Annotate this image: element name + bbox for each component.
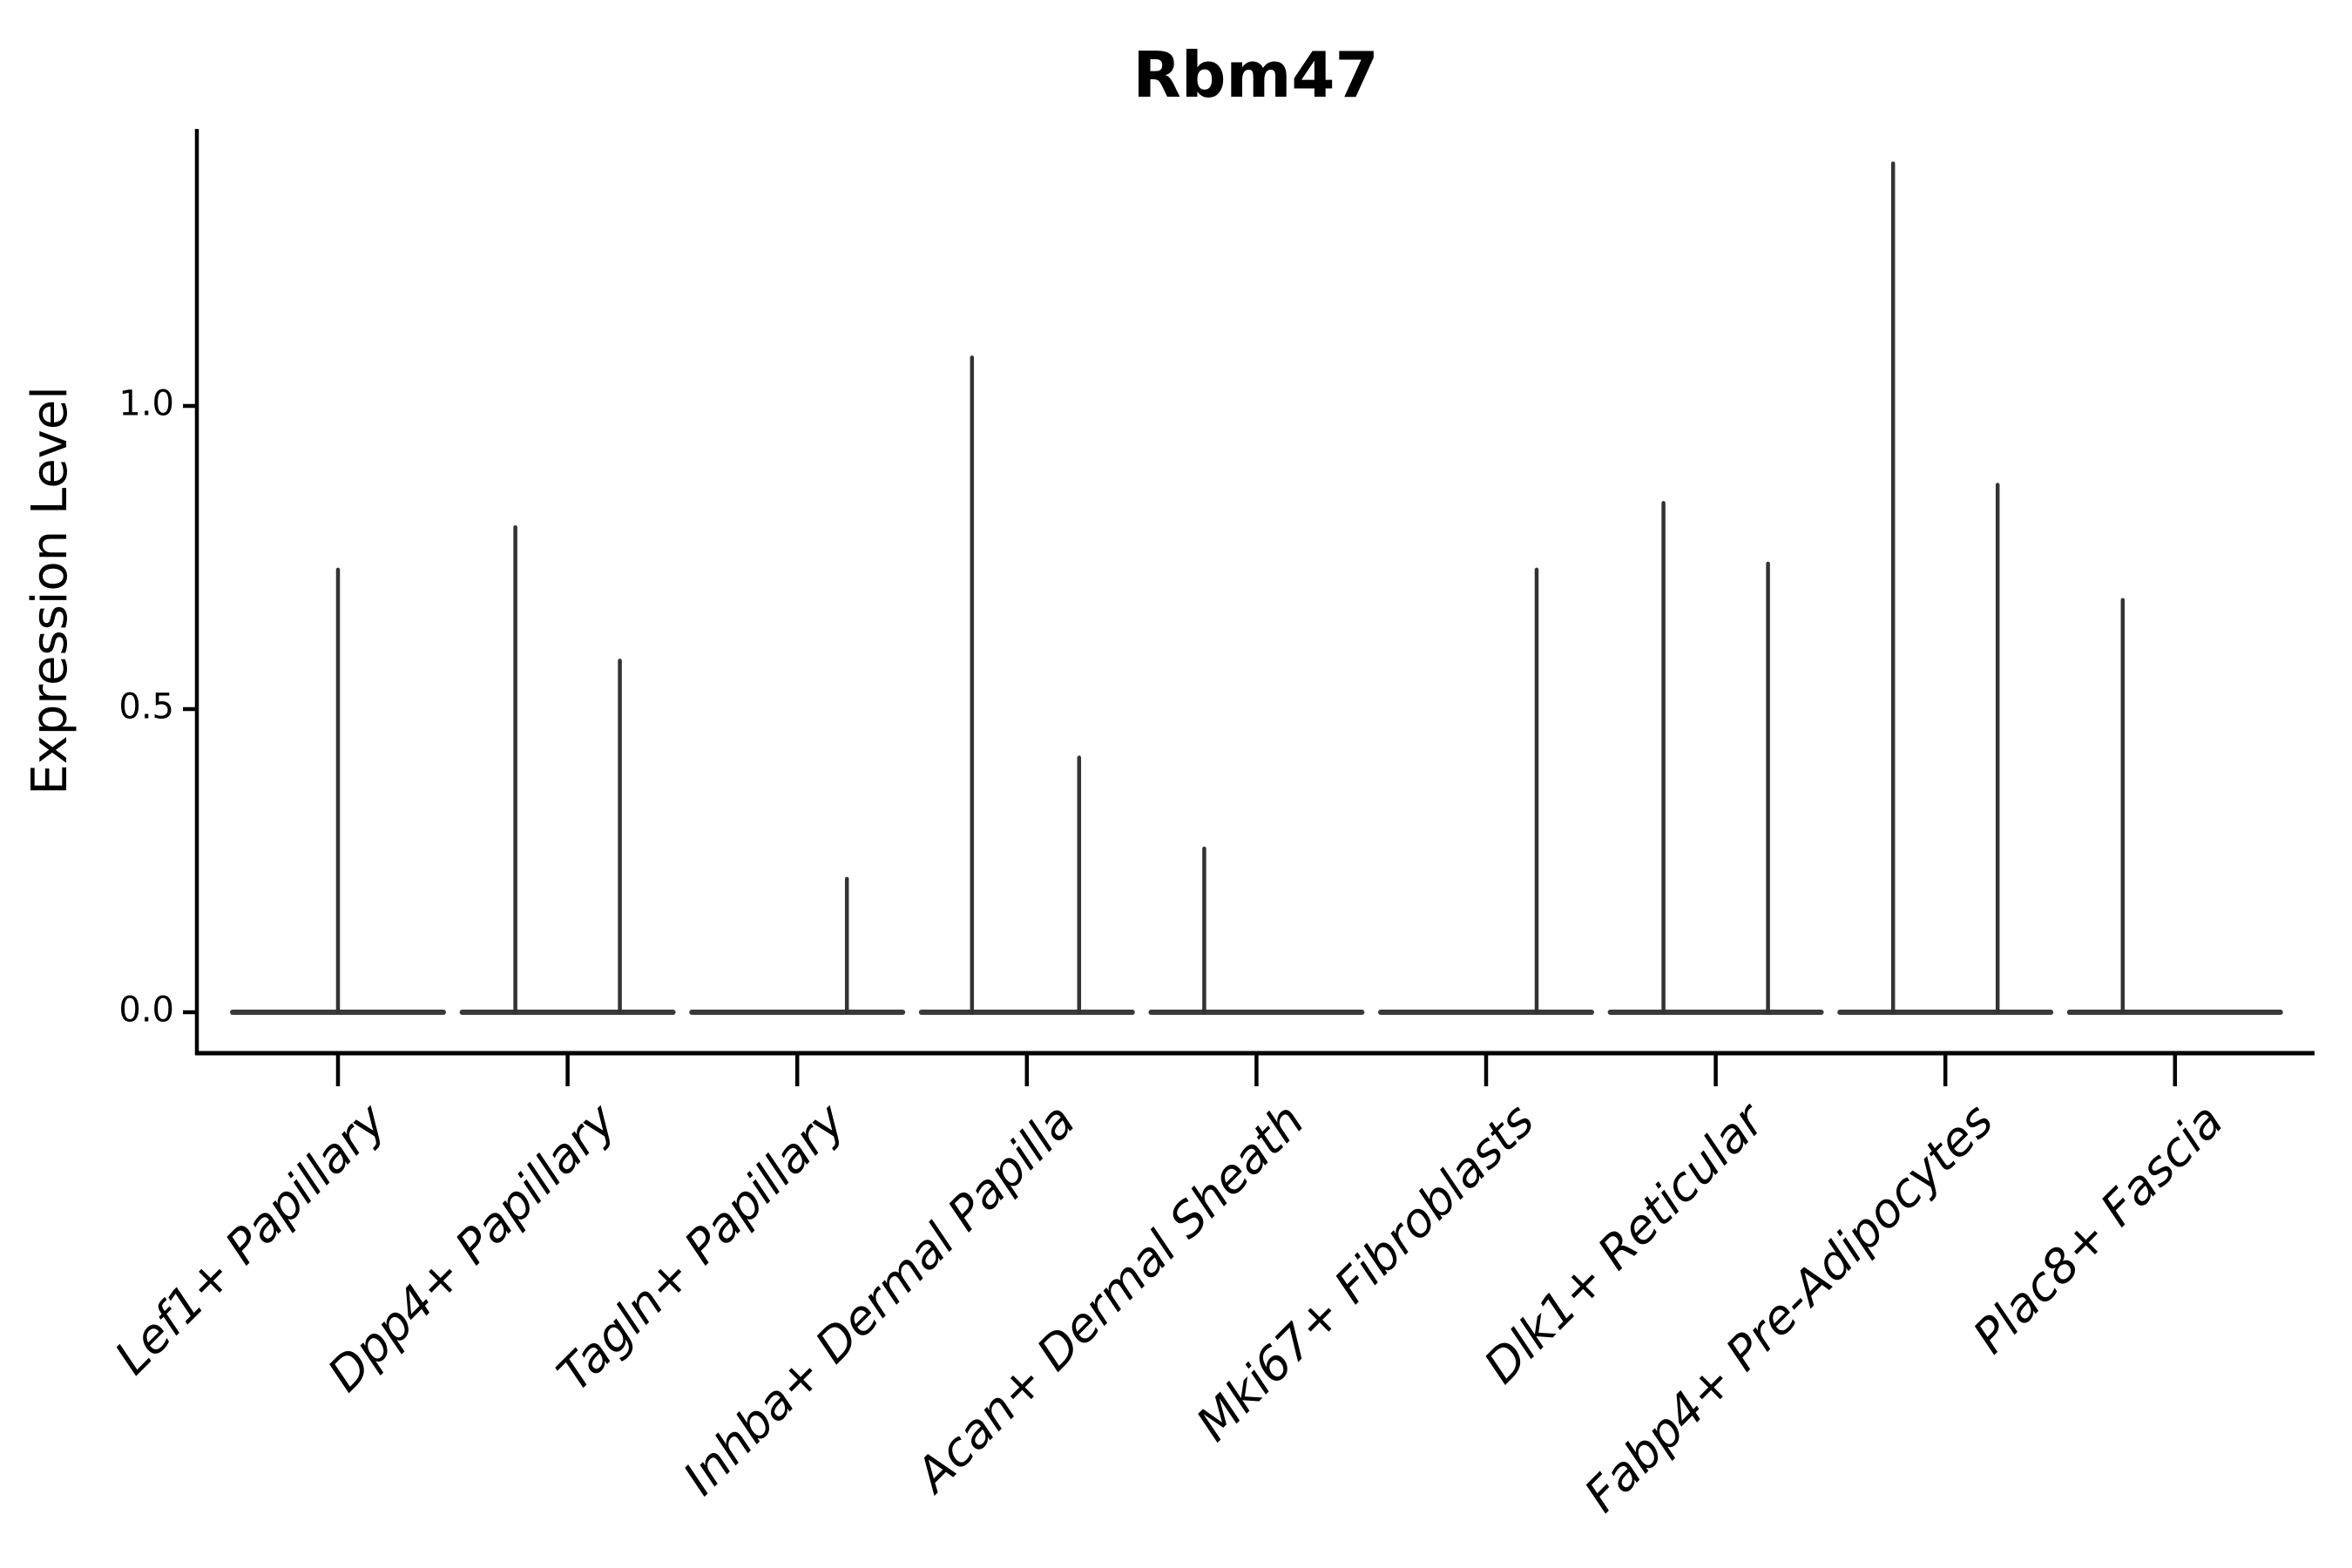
plot-title: Rbm47: [1132, 38, 1379, 112]
y-tick-label: 0.0: [118, 990, 174, 1031]
y-tick-label: 0.5: [118, 686, 174, 727]
y-tick-label: 1.0: [118, 383, 174, 424]
